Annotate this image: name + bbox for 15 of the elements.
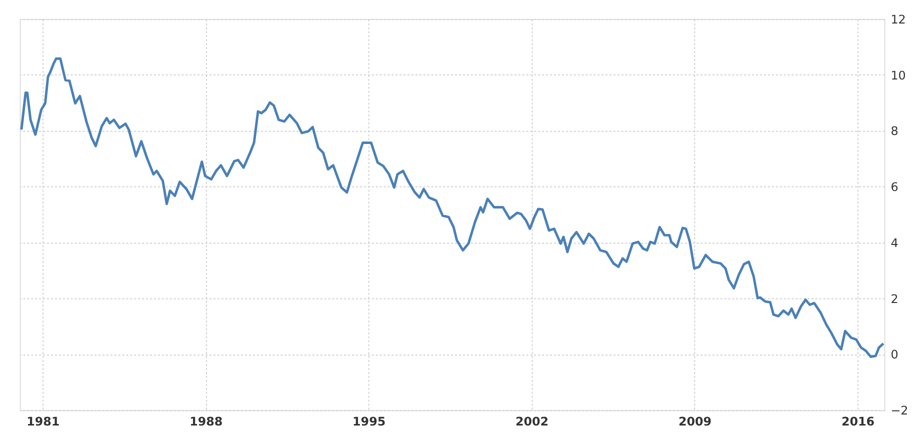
- line-series: [20, 57, 885, 358]
- y-tick-label: 4: [890, 236, 898, 250]
- y-tick-label: 6: [890, 180, 898, 194]
- x-tick-label: 2002: [516, 414, 549, 428]
- x-tick-label: 2009: [678, 414, 712, 428]
- y-tick-label: 2: [890, 292, 898, 306]
- x-tick-label: 1995: [352, 414, 386, 428]
- y-tick-label: 8: [890, 124, 898, 138]
- y-tick-label: 10: [890, 68, 906, 82]
- x-tick-label: 2016: [841, 414, 875, 428]
- y-tick-label: 0: [890, 348, 898, 362]
- x-tick-label: 1988: [190, 414, 223, 428]
- y-tick-label: −2: [890, 404, 908, 418]
- y-tick-label: 12: [890, 12, 906, 26]
- x-tick-label: 1981: [26, 414, 60, 428]
